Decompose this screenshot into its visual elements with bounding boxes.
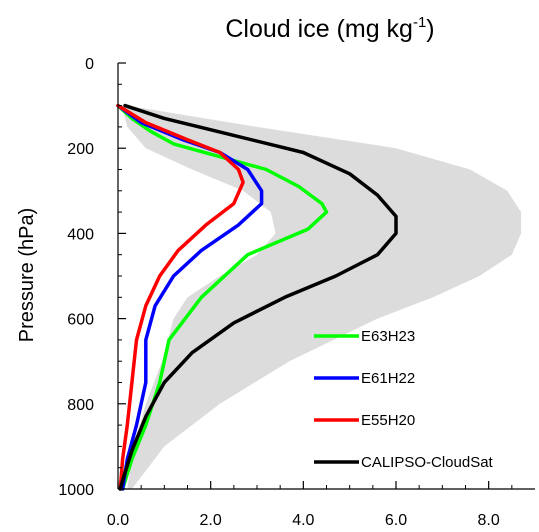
legend-label: E55H20	[361, 412, 415, 429]
x-tick-label: 0.0	[107, 512, 129, 529]
y-axis-label: Pressure (hPa)	[16, 208, 38, 343]
shaded-range	[121, 105, 522, 489]
plot-area: 0.0 2.0 4.0 6.0 8.0 0 200 400 600 800 1000 E63H23 E6…	[58, 56, 535, 529]
legend-label: E63H23	[361, 328, 415, 345]
x-tick-label: 8.0	[478, 512, 500, 529]
series-line-3	[118, 103, 398, 491]
x-tick-label: 4.0	[292, 512, 314, 529]
x-tick-label: 2.0	[200, 512, 222, 529]
series-line-2	[116, 103, 245, 491]
chart-title: Cloud ice (mg kg-1)	[225, 14, 434, 43]
y-tick-label: 0	[85, 56, 94, 73]
y-tick-label: 600	[67, 312, 94, 329]
y-tick-label: 800	[67, 397, 94, 414]
chart-title-suffix: )	[426, 15, 434, 43]
x-tick-label: 6.0	[385, 512, 407, 529]
y-tick-label: 400	[67, 226, 94, 243]
y-tick-label: 1000	[58, 482, 94, 499]
legend-label: E61H22	[361, 370, 415, 387]
legend-label: CALIPSO-CloudSat	[361, 454, 494, 471]
y-tick-label: 200	[67, 141, 94, 158]
chart-title-superscript: -1	[413, 14, 426, 31]
